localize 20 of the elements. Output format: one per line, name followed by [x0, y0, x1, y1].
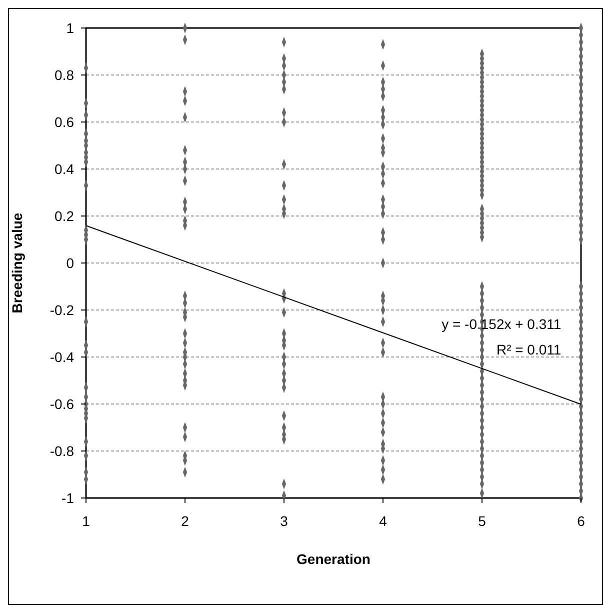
x-axis-title: Generation [296, 551, 370, 567]
y-tick-label: -1 [62, 490, 74, 506]
x-tick-label: 5 [478, 513, 486, 529]
y-axis-title: Breeding value [9, 212, 25, 314]
y-tick-label: 0.6 [54, 114, 74, 130]
y-tick-label: -0.8 [50, 442, 74, 459]
x-tick-label: 1 [82, 513, 90, 529]
x-tick-label: 4 [379, 513, 388, 529]
x-tick-label: 6 [577, 513, 586, 529]
y-tick-label: 1 [66, 20, 74, 36]
x-tick-label: 2 [181, 513, 190, 529]
annotation: R² = 0.011 [496, 342, 562, 358]
y-tick-label: -0.4 [50, 348, 74, 365]
y-tick-label: 0.4 [54, 160, 74, 177]
y-tick-label: 0.8 [54, 66, 74, 83]
y-tick-label: -0.2 [50, 302, 74, 318]
y-tick-label: 0.2 [54, 208, 74, 224]
x-tick-label: 3 [280, 513, 288, 529]
y-tick-label: 0 [66, 254, 74, 271]
y-tick-label: -0.6 [50, 396, 74, 412]
